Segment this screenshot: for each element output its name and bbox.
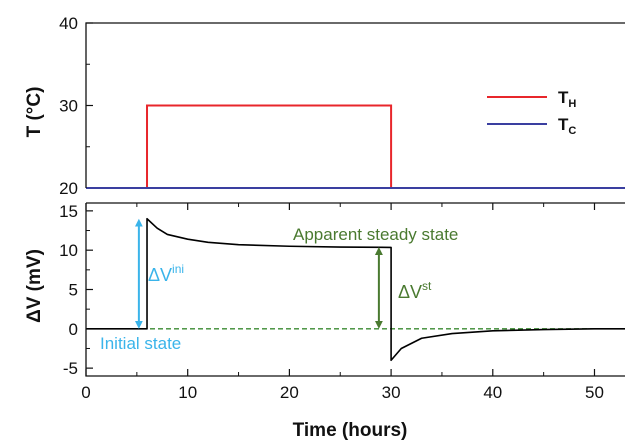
top-series xyxy=(86,104,625,189)
top-y-axis-title: T (°C) xyxy=(24,87,45,138)
legend-label-tc: TC xyxy=(558,115,576,137)
x-tick-label: 40 xyxy=(483,383,502,402)
top-y-tick-label: 20 xyxy=(59,179,78,198)
temperature-panel: T (°C) 20 30 40 TH TC xyxy=(24,14,625,198)
top-y-ticks: 20 30 40 xyxy=(59,14,93,198)
top-y-tick-label: 40 xyxy=(59,14,78,33)
bottom-y-tick-label: 15 xyxy=(59,202,78,221)
x-tick-label: 10 xyxy=(178,383,197,402)
top-panel-frame xyxy=(85,22,625,188)
x-tick-label: 20 xyxy=(280,383,299,402)
delta-v-st-label: ΔVst xyxy=(398,279,432,302)
bottom-panel-frame xyxy=(85,202,625,377)
x-tick-label: 0 xyxy=(81,383,90,402)
bottom-y-tick-label: 5 xyxy=(69,281,78,300)
bottom-series xyxy=(86,217,625,362)
x-tick-label: 50 xyxy=(585,383,604,402)
legend-label-th: TH xyxy=(558,88,576,110)
bottom-y-axis-title: ΔV (mV) xyxy=(24,249,45,323)
bottom-y-tick-label: 10 xyxy=(59,241,78,260)
top-y-tick-label: 30 xyxy=(59,97,78,116)
initial-state-label: Initial state xyxy=(100,334,181,353)
x-tick-label: 30 xyxy=(382,383,401,402)
annotation-delta-v-st: ΔVst xyxy=(374,247,432,329)
series-delta-v-line xyxy=(86,217,625,362)
delta-v-ini-label: ΔVini xyxy=(148,262,184,285)
legend: TH TC xyxy=(487,88,576,137)
apparent-steady-state-label: Apparent steady state xyxy=(293,225,458,244)
annotation-delta-v-ini: ΔVini xyxy=(134,218,184,329)
series-th-line xyxy=(86,104,625,189)
bottom-y-tick-label: -5 xyxy=(63,359,78,378)
x-axis-title: Time (hours) xyxy=(293,420,408,441)
bottom-y-tick-label: 0 xyxy=(69,320,78,339)
